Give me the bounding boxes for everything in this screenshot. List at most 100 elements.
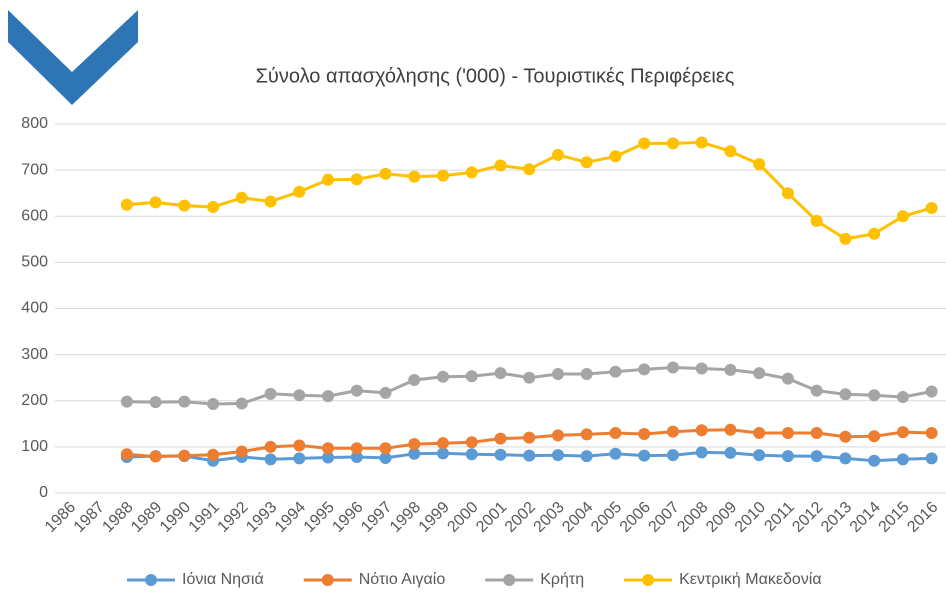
y-tick-label: 0 (39, 484, 48, 501)
data-point (408, 438, 421, 451)
data-point (753, 158, 766, 171)
data-point (695, 424, 708, 437)
x-tick-label: 2000 (444, 499, 481, 536)
data-point (896, 426, 909, 439)
data-point (810, 450, 823, 463)
x-tick-label: 1989 (128, 499, 165, 536)
data-point (465, 436, 478, 449)
x-tick-label: 1998 (387, 499, 424, 536)
x-tick-label: 2001 (473, 499, 510, 536)
legend-marker (321, 574, 334, 586)
x-tick-label: 2014 (847, 499, 884, 536)
data-point (437, 437, 450, 450)
data-point (322, 173, 335, 186)
x-tick-label: 2004 (559, 499, 596, 536)
data-point (868, 389, 881, 402)
data-point (350, 173, 363, 186)
data-point (235, 397, 248, 410)
x-tick-label: 2007 (646, 499, 683, 536)
data-point (207, 448, 220, 461)
data-point (523, 449, 536, 462)
legend-item: Κρήτη (485, 571, 584, 588)
data-point (868, 227, 881, 240)
data-point (264, 195, 277, 208)
data-point (695, 446, 708, 459)
data-point (868, 430, 881, 443)
data-point (437, 169, 450, 182)
data-point (494, 432, 507, 445)
x-tick-label: 1990 (157, 499, 194, 536)
data-point (523, 163, 536, 176)
data-point (810, 384, 823, 397)
data-point (437, 370, 450, 383)
x-tick-label: 2002 (502, 499, 539, 536)
y-tick-label: 100 (21, 438, 48, 455)
data-point (322, 451, 335, 464)
x-tick-label: 1996 (329, 499, 366, 536)
x-tick-label: 2013 (818, 499, 855, 536)
x-tick-label: 2011 (761, 499, 797, 535)
data-point (551, 148, 564, 161)
data-point (120, 448, 133, 461)
x-tick-label: 1999 (416, 499, 453, 536)
legend-marker (145, 574, 157, 586)
data-point (120, 395, 133, 408)
x-tick-label: 2016 (904, 499, 941, 536)
data-point (666, 137, 679, 150)
data-point (868, 454, 881, 467)
data-point (120, 198, 133, 211)
data-point (523, 431, 536, 444)
data-point (293, 389, 306, 402)
legend-marker (642, 574, 655, 586)
data-point (580, 367, 593, 380)
x-tick-label: 2010 (732, 499, 769, 536)
data-point (896, 210, 909, 223)
legend-item: Ιόνια Νησιά (127, 571, 264, 588)
data-point (580, 428, 593, 441)
data-point (523, 371, 536, 384)
data-point (293, 439, 306, 452)
legend-marker (503, 574, 516, 586)
x-tick-label: 1987 (71, 499, 108, 536)
data-point (350, 384, 363, 397)
data-point (551, 429, 564, 442)
legend-label: Κεντρική Μακεδονία (679, 571, 821, 588)
data-point (149, 450, 162, 463)
legend-item: Νότιο Αιγαίο (303, 571, 445, 588)
data-point (724, 145, 737, 158)
data-point (781, 372, 794, 385)
chevron-icon (8, 10, 138, 105)
chart-title: Σύνολο απασχόλησης ('000) - Τουριστικές … (256, 65, 735, 87)
data-point (609, 447, 622, 460)
x-tick-label: 1993 (243, 499, 280, 536)
data-point (207, 397, 220, 410)
data-point (638, 427, 651, 440)
data-point (551, 449, 564, 462)
data-point (149, 196, 162, 209)
data-point (264, 440, 277, 453)
x-tick-label: 2006 (617, 499, 654, 536)
data-point (580, 156, 593, 169)
data-point (178, 395, 191, 408)
x-tick-label: 1986 (42, 499, 79, 536)
data-point (437, 447, 450, 460)
data-point (896, 391, 909, 404)
x-tick-label: 1992 (214, 499, 251, 536)
data-point (293, 452, 306, 465)
data-point (695, 136, 708, 149)
data-point (896, 453, 909, 466)
y-tick-label: 700 (21, 161, 48, 178)
data-point (638, 363, 651, 376)
x-tick-label: 2008 (674, 499, 711, 536)
data-point (235, 445, 248, 458)
y-tick-label: 600 (21, 207, 48, 224)
data-point (379, 451, 392, 464)
y-tick-label: 500 (21, 254, 48, 271)
data-point (178, 449, 191, 462)
data-point (781, 427, 794, 440)
data-point (781, 450, 794, 463)
data-point (753, 367, 766, 380)
x-tick-label: 2003 (531, 499, 568, 536)
